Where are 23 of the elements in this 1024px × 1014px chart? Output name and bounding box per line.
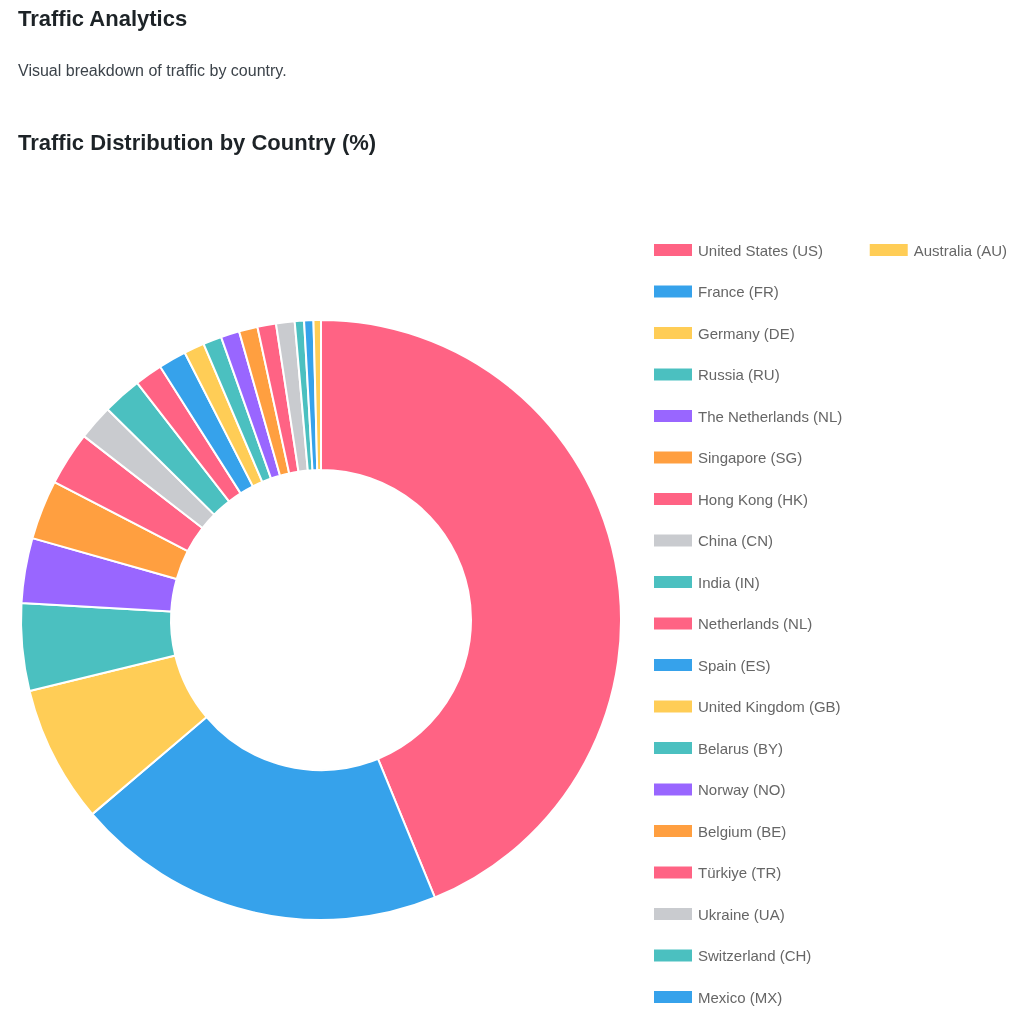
legend-label: United Kingdom (GB) xyxy=(698,698,841,715)
legend-label: Russia (RU) xyxy=(698,366,780,383)
legend-label: Germany (DE) xyxy=(698,324,795,342)
legend-label: Switzerland (CH) xyxy=(698,947,812,964)
legend-label: India (IN) xyxy=(698,573,760,591)
legend-label: Norway (NO) xyxy=(698,781,786,798)
legend-label: Belgium (BE) xyxy=(698,822,787,840)
legend-label: United States (US) xyxy=(698,241,824,259)
legend-label: France (FR) xyxy=(698,283,779,300)
chart-title: Traffic Distribution by Country (%) xyxy=(18,130,377,156)
legend-label: China (CN) xyxy=(698,532,774,549)
legend-label: Singapore (SG) xyxy=(698,449,803,466)
legend-label: Mexico (MX) xyxy=(698,988,783,1006)
legend-label: Netherlands (NL) xyxy=(698,615,813,632)
legend-label: Türkiye (TR) xyxy=(698,864,782,881)
legend-label: Australia (AU) xyxy=(913,241,1008,259)
legend-label: The Netherlands (NL) xyxy=(698,407,843,425)
text: Traffic Analytics xyxy=(18,6,188,32)
text: Visual breakdown of traffic by country. xyxy=(18,62,287,80)
legend-label: Hong Kong (HK) xyxy=(698,490,809,508)
legend-label: Belarus (BY) xyxy=(698,739,784,757)
legend-label: Spain (ES) xyxy=(698,656,771,674)
legend-label: Ukraine (UA) xyxy=(698,905,785,923)
